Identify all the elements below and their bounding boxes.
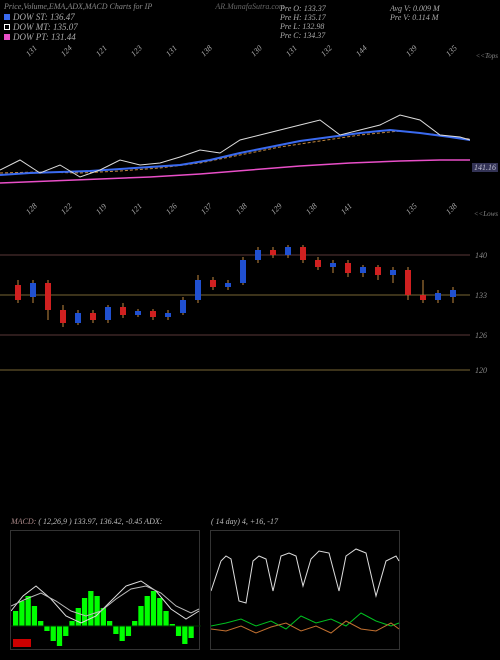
legend-st: DOW ST: 136.47 bbox=[4, 12, 78, 22]
adx-header: ( 14 day) 4, +16, -17 bbox=[211, 517, 399, 526]
candlestick-panel: 140 133 126 120 bbox=[0, 225, 500, 385]
indicator-row: MACD: ( 12,26,9 ) 133.97, 136.42, -0.45 … bbox=[0, 530, 410, 650]
legend-st-label: DOW ST: 136.47 bbox=[13, 12, 75, 22]
legend-pt-color bbox=[4, 34, 10, 40]
adx-values: ( 14 day) 4, +16, -17 bbox=[211, 517, 278, 526]
macd-panel: MACD: ( 12,26,9 ) 133.97, 136.42, -0.45 … bbox=[10, 530, 200, 650]
price-line-panel: 141.16 bbox=[0, 65, 500, 205]
svg-text:133: 133 bbox=[475, 291, 487, 300]
candlestick-svg: 140 133 126 120 bbox=[0, 225, 500, 385]
volume-info: Avg V: 0.009 M Pre V: 0.114 M bbox=[390, 4, 440, 22]
legend-pt-label: DOW PT: 131.44 bbox=[13, 32, 76, 42]
avg-vol: Avg V: 0.009 M bbox=[390, 4, 440, 13]
svg-text:120: 120 bbox=[475, 366, 487, 375]
panel1-axis-tag: <<Tops bbox=[476, 52, 498, 60]
watermark: AR.MunafaSutra.com bbox=[215, 2, 284, 11]
legend: DOW ST: 136.47 DOW MT: 135.07 DOW PT: 13… bbox=[4, 12, 78, 42]
svg-text:140: 140 bbox=[475, 251, 487, 260]
panel1-x-labels: 131124121123131138130131132144139135 bbox=[4, 52, 474, 66]
adx-panel: ( 14 day) 4, +16, -17 bbox=[210, 530, 400, 650]
panel2-axis-tag: <<Lows bbox=[474, 210, 498, 218]
macd-values: ( 12,26,9 ) 133.97, 136.42, -0.45 ADX: bbox=[38, 517, 162, 526]
pre-high: Pre H: 135.17 bbox=[280, 13, 326, 22]
spacer-panel bbox=[0, 390, 500, 450]
legend-mt-label: DOW MT: 135.07 bbox=[13, 22, 78, 32]
adx-svg bbox=[211, 531, 401, 651]
macd-svg bbox=[11, 531, 201, 651]
pre-vol: Pre V: 0.114 M bbox=[390, 13, 440, 22]
svg-text:126: 126 bbox=[475, 331, 487, 340]
pre-close: Pre C: 134.37 bbox=[280, 31, 326, 40]
pre-low: Pre L: 132.98 bbox=[280, 22, 326, 31]
legend-mt: DOW MT: 135.07 bbox=[4, 22, 78, 32]
price-line-svg bbox=[0, 65, 470, 205]
panel2-x-labels: 128122119121126137138129138141135138 bbox=[4, 210, 474, 224]
ohlc-info: Pre O: 133.37 Pre H: 135.17 Pre L: 132.9… bbox=[280, 4, 326, 40]
macd-header: MACD: ( 12,26,9 ) 133.97, 136.42, -0.45 … bbox=[11, 517, 199, 526]
price-tag: 141.16 bbox=[472, 163, 498, 172]
legend-mt-color bbox=[4, 24, 10, 30]
macd-label: MACD: bbox=[11, 517, 36, 526]
pre-open: Pre O: 133.37 bbox=[280, 4, 326, 13]
legend-st-color bbox=[4, 14, 10, 20]
legend-pt: DOW PT: 131.44 bbox=[4, 32, 78, 42]
